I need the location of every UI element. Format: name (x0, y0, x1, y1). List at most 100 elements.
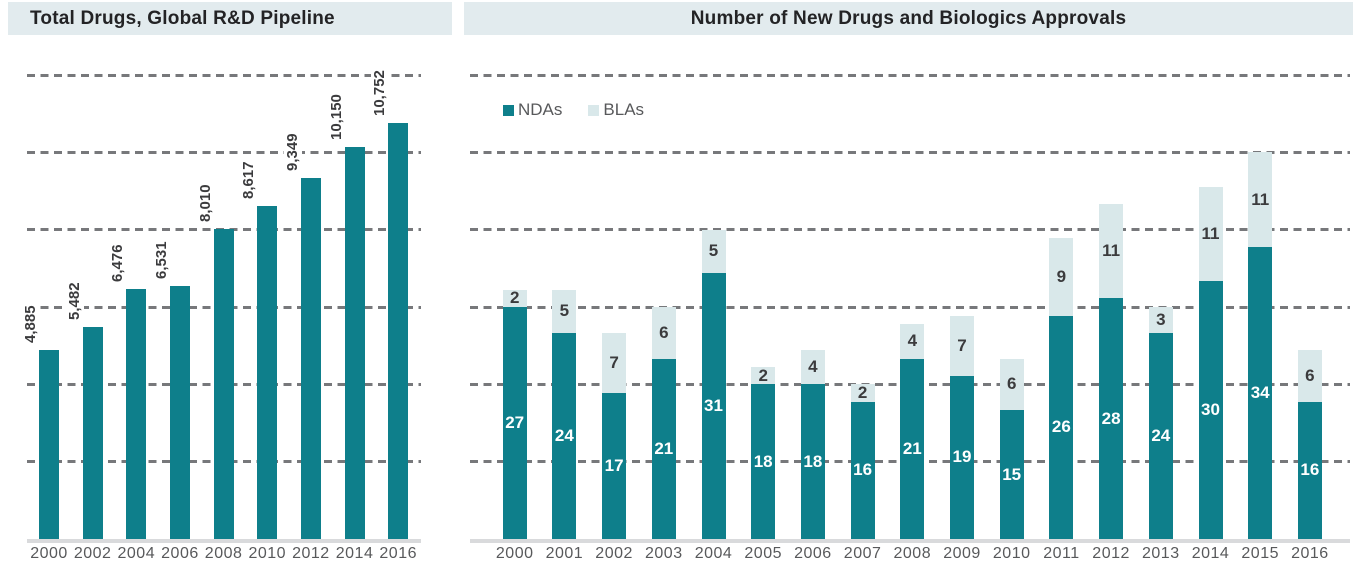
approvals-x-axis-label: 2015 (1241, 545, 1279, 562)
pipeline-x-axis-label: 2006 (161, 545, 199, 562)
approvals-bla-count-label: 3 (1156, 309, 1166, 329)
approvals-chart-title: Number of New Drugs and Biologics Approv… (690, 7, 1127, 29)
approvals-x-axis-label: 2004 (694, 545, 733, 562)
approvals-bla-segment-2004 (701, 229, 726, 273)
approvals-legend: NDAs BLAs (503, 100, 644, 120)
pipeline-bar-value-label: 10,150 (327, 92, 346, 141)
approvals-bla-segment-2003 (651, 307, 676, 359)
approvals-bla-count-label: 2 (509, 288, 520, 308)
pipeline-bar-2010 (257, 205, 278, 539)
approvals-nda-segment-2003 (651, 358, 676, 539)
approvals-gridline (470, 228, 1350, 232)
approvals-bla-segment-2015 (1248, 152, 1273, 247)
approvals-bla-count-label: 11 (1201, 223, 1220, 243)
approvals-bla-segment-2010 (999, 358, 1024, 411)
approvals-bla-count-label: 11 (1102, 241, 1121, 261)
legend-item-blas: BLAs (588, 100, 644, 120)
approvals-bla-segment-2011 (1049, 238, 1074, 316)
pipeline-gridline (27, 150, 421, 154)
approvals-nda-count-label: 19 (952, 447, 972, 467)
approvals-bla-segment-2016 (1297, 349, 1322, 402)
approvals-x-axis-label: 2006 (794, 545, 832, 562)
approvals-nda-count-label: 15 (1002, 464, 1022, 484)
approvals-bla-segment-2007 (850, 384, 875, 402)
approvals-nda-segment-2013 (1148, 332, 1173, 539)
pipeline-bar-2000 (39, 350, 59, 539)
pipeline-bar-2006 (169, 286, 190, 539)
approvals-x-axis-label: 2003 (645, 545, 683, 562)
pipeline-bar-2002 (82, 327, 103, 539)
pipeline-gridline (27, 73, 421, 77)
pipeline-bar-value-label: 6,476 (109, 243, 128, 283)
approvals-bla-segment-2013 (1148, 307, 1173, 333)
approvals-nda-count-label: 17 (604, 455, 624, 475)
pipeline-bar-value-label: 5,482 (65, 281, 84, 322)
pipeline-bar-2014 (344, 146, 365, 539)
approvals-bla-count-label: 6 (659, 322, 669, 342)
pipeline-bar-value-label: 6,531 (152, 240, 171, 281)
approvals-nda-segment-2002 (602, 392, 627, 539)
legend-item-ndas: NDAs (503, 100, 562, 120)
approvals-nda-count-label: 34 (1250, 382, 1270, 402)
approvals-x-axis-label: 2007 (843, 545, 882, 562)
approvals-gridline (470, 305, 1350, 309)
approvals-bla-count-label: 4 (808, 357, 818, 377)
approvals-x-axis-label: 2008 (893, 545, 932, 562)
approvals-nda-segment-2008 (900, 358, 925, 539)
approvals-bla-count-label: 11 (1251, 189, 1270, 209)
approvals-x-axis-label: 2005 (744, 545, 782, 562)
approvals-x-axis-label: 2001 (545, 545, 584, 562)
pipeline-bar-value-label: 9,349 (283, 131, 302, 172)
approvals-nda-count-label: 26 (1051, 417, 1071, 437)
approvals-bla-segment-2001 (552, 289, 577, 333)
approvals-x-axis-label: 2010 (992, 545, 1031, 562)
approvals-nda-count-label: 18 (803, 451, 823, 471)
approvals-x-axis-label: 2013 (1142, 545, 1180, 562)
pipeline-x-axis-label: 2002 (73, 545, 112, 562)
approvals-nda-count-label: 16 (853, 460, 873, 480)
approvals-nda-count-label: 24 (554, 425, 574, 445)
pipeline-bar-2016 (388, 123, 409, 539)
pipeline-x-axis-label: 2016 (379, 545, 417, 562)
approvals-gridline (470, 150, 1350, 154)
approvals-bla-segment-2000 (502, 289, 527, 307)
approvals-bla-count-label: 5 (559, 301, 570, 321)
pipeline-x-axis-label: 2010 (248, 545, 287, 562)
approvals-bla-segment-2014 (1198, 186, 1223, 282)
pipeline-x-axis-label: 2014 (335, 545, 374, 562)
pipeline-chart-title: Total Drugs, Global R&D Pipeline (30, 7, 335, 29)
approvals-nda-segment-2015 (1248, 246, 1273, 539)
pipeline-x-axis-label: 2004 (117, 545, 156, 562)
approvals-gridline (470, 73, 1350, 77)
approvals-nda-segment-2000 (502, 307, 527, 539)
approvals-x-axis-label: 2012 (1092, 545, 1130, 562)
pipeline-bar-2004 (126, 288, 147, 539)
approvals-x-axis-label: 2002 (595, 545, 633, 562)
approvals-bla-segment-2009 (950, 315, 974, 376)
approvals-bla-segment-2002 (602, 332, 627, 393)
approvals-chart-header: Number of New Drugs and Biologics Approv… (464, 2, 1353, 35)
approvals-bla-segment-2005 (751, 367, 776, 385)
approvals-bla-count-label: 5 (708, 241, 719, 261)
pipeline-chart-header: Total Drugs, Global R&D Pipeline (8, 2, 452, 35)
pipeline-bar-value-label: 10,752 (371, 69, 390, 118)
ndas-swatch-icon (503, 104, 514, 116)
approvals-nda-count-label: 31 (704, 395, 723, 415)
approvals-bla-count-label: 7 (609, 352, 619, 372)
approvals-nda-count-label: 27 (505, 413, 525, 432)
approvals-nda-count-label: 21 (902, 438, 922, 458)
approvals-nda-count-label: 28 (1101, 408, 1121, 428)
approvals-nda-count-label: 30 (1201, 400, 1220, 420)
approvals-bla-count-label: 2 (758, 365, 768, 385)
approvals-nda-segment-2005 (751, 384, 776, 539)
approvals-bla-count-label: 7 (957, 335, 967, 355)
approvals-bla-count-label: 2 (857, 382, 868, 402)
approvals-x-axis-label: 2011 (1043, 545, 1080, 562)
approvals-nda-segment-2009 (950, 375, 974, 539)
approvals-nda-segment-2012 (1099, 298, 1124, 539)
blas-swatch-icon (588, 104, 600, 116)
approvals-nda-count-label: 21 (654, 438, 674, 458)
blas-legend-label: BLAs (603, 100, 645, 119)
approvals-nda-segment-2016 (1297, 401, 1322, 539)
